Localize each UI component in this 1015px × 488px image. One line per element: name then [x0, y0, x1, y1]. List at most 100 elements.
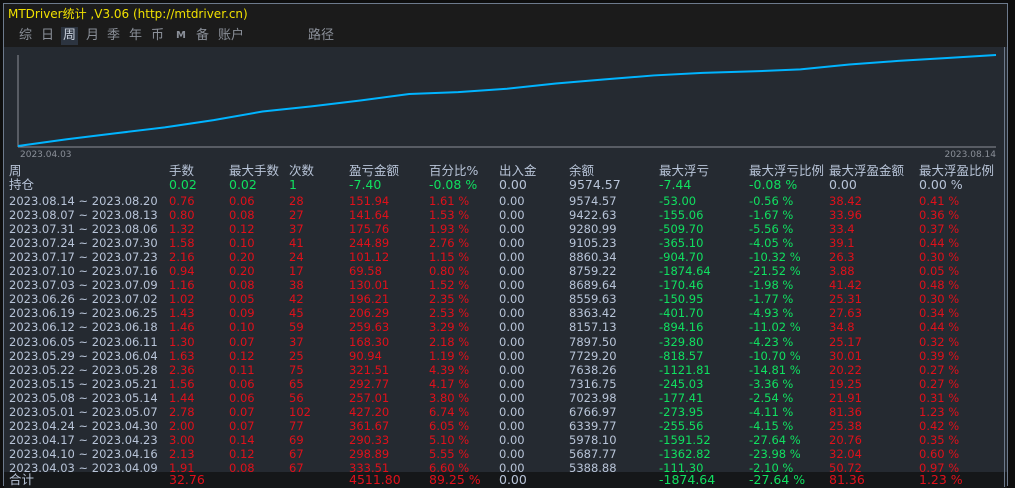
cell-col-0: 周 — [9, 163, 22, 178]
cell-col-3: 37 — [289, 222, 304, 237]
cell-col-6: 0.00 — [499, 177, 527, 192]
cell-col-0: 2023.06.05 ~ 2023.06.11 — [9, 334, 158, 349]
cell-col-1: 1.32 — [169, 222, 195, 237]
table-row: 2023.05.08 ~ 2023.05.14 1.44 0.06 56 257.01 3… — [4, 391, 1007, 405]
cell-col-3: 28 — [289, 194, 304, 208]
cell-col-11: 0.27 % — [919, 376, 960, 391]
table-row: 2023.07.24 ~ 2023.07.30 1.58 0.10 41 244.89 2… — [4, 236, 1007, 250]
tab-8[interactable]: 备 — [196, 28, 210, 43]
table-header: 周 手数 最大手数 次数 盈亏金额 百分比% 出入金 余额 最大浮亏 最大浮亏比例 最大浮盈金额 最大… — [4, 164, 1007, 178]
cell-col-11: 0.44 % — [919, 320, 960, 335]
cell-col-9: -23.98 % — [749, 446, 801, 461]
cell-col-0: 2023.05.29 ~ 2023.06.04 — [9, 348, 158, 363]
cell-col-5: 5.55 % — [429, 446, 470, 461]
tab-2[interactable]: 周 — [61, 27, 79, 45]
cell-col-7: 7023.98 — [569, 390, 617, 405]
cell-col-7: 5687.77 — [569, 446, 617, 461]
cell-col-3: 次数 — [289, 163, 315, 178]
tab-6[interactable]: 币 — [151, 28, 165, 43]
cell-col-7: 7897.50 — [569, 334, 617, 349]
cell-col-2: 0.08 — [229, 460, 255, 475]
stats-window: MTDriver统计 ,V3.06 (http://mtdriver.cn) 综… — [3, 3, 1008, 488]
cell-col-4: 298.89 — [349, 446, 390, 461]
cell-col-6: 0.00 — [499, 278, 525, 293]
cell-col-1: 手数 — [169, 163, 195, 178]
cell-col-5: 2.35 % — [429, 292, 470, 307]
tab-10[interactable]: 路径 — [308, 28, 335, 43]
cell-col-7: 8860.34 — [569, 250, 617, 265]
cell-col-3: 42 — [289, 292, 304, 307]
cell-col-11: 1.23 % — [919, 404, 960, 419]
cell-col-8: -1591.52 — [659, 432, 711, 447]
cell-col-1: 1.30 — [169, 334, 195, 349]
cell-col-1: 0.02 — [169, 177, 197, 192]
cell-col-3: 75 — [289, 362, 304, 377]
cell-col-0: 2023.06.19 ~ 2023.06.25 — [9, 306, 158, 321]
cell-col-4: 206.29 — [349, 306, 390, 321]
cell-col-6: 0.00 — [499, 292, 525, 307]
cell-col-11: 0.32 % — [919, 334, 960, 349]
cell-col-11: 0.05 % — [919, 264, 960, 279]
cell-col-0: 2023.07.03 ~ 2023.07.09 — [9, 278, 158, 293]
cell-col-5: 6.74 % — [429, 404, 470, 419]
cell-col-2: 0.20 — [229, 264, 255, 279]
cell-col-8: -1121.81 — [659, 362, 711, 377]
cell-col-2: 0.14 — [229, 432, 255, 447]
cell-col-2: 0.06 — [229, 390, 255, 405]
cell-col-4: 292.77 — [349, 376, 390, 391]
cell-col-4: 4511.80 — [349, 472, 401, 487]
cell-col-11: 最大浮盈比例 — [919, 163, 995, 178]
cell-col-5: 1.15 % — [429, 250, 470, 265]
cell-col-6: 0.00 — [499, 264, 525, 279]
cell-col-11: 0.48 % — [919, 278, 960, 293]
table-row: 2023.05.22 ~ 2023.05.28 2.36 0.11 75 321.51 4… — [4, 363, 1007, 377]
cell-col-6: 0.00 — [499, 194, 525, 208]
cell-col-9: -4.11 % — [749, 404, 794, 419]
cell-col-7: 6766.97 — [569, 404, 617, 419]
cell-col-3: 1 — [289, 177, 297, 192]
cell-col-11: 0.44 % — [919, 236, 960, 251]
tab-1[interactable]: 日 — [41, 28, 55, 43]
cell-col-1: 1.43 — [169, 306, 195, 321]
cell-col-8: -245.03 — [659, 376, 704, 391]
cell-col-1: 0.76 — [169, 194, 195, 208]
cell-col-10: 20.76 — [829, 432, 862, 447]
cell-col-2: 0.12 — [229, 222, 255, 237]
cell-col-7: 8559.63 — [569, 292, 617, 307]
cell-col-5: 89.25 % — [429, 472, 481, 487]
cell-col-9: -1.67 % — [749, 208, 794, 223]
cell-col-11: 0.37 % — [919, 222, 960, 237]
cell-col-4: 290.33 — [349, 432, 390, 447]
cell-col-3: 45 — [289, 306, 304, 321]
cell-col-7: 7316.75 — [569, 376, 617, 391]
cell-col-7: 8157.13 — [569, 320, 617, 335]
x-start-label: 2023.04.03 — [20, 150, 72, 159]
cell-col-1: 32.76 — [169, 472, 205, 487]
cell-col-11: 0.35 % — [919, 432, 960, 447]
cell-col-10: 25.38 — [829, 418, 862, 433]
cell-col-2: 0.08 — [229, 208, 255, 223]
cell-col-8: -1874.64 — [659, 472, 716, 487]
cell-col-1: 1.02 — [169, 292, 195, 307]
cell-col-9: -2.10 % — [749, 460, 794, 475]
cell-col-11: 0.31 % — [919, 390, 960, 405]
cell-col-6: 0.00 — [499, 472, 527, 487]
cell-col-5: 1.93 % — [429, 222, 470, 237]
cell-col-0: 2023.04.17 ~ 2023.04.23 — [9, 432, 158, 447]
cell-col-7: 余额 — [569, 163, 595, 178]
tab-7[interactable]: M — [176, 30, 186, 41]
tab-3[interactable]: 月 — [86, 28, 100, 43]
tab-0[interactable]: 综 — [19, 28, 33, 43]
cell-col-10: 41.42 — [829, 278, 862, 293]
cell-col-10: 32.04 — [829, 446, 862, 461]
tab-4[interactable]: 季 — [107, 28, 121, 43]
scrollbar[interactable] — [1004, 47, 1007, 487]
cell-col-3: 41 — [289, 236, 304, 251]
table-row: 2023.07.31 ~ 2023.08.06 1.32 0.12 37 175.76 1… — [4, 222, 1007, 236]
tab-9[interactable]: 账户 — [218, 28, 245, 43]
tab-5[interactable]: 年 — [129, 28, 143, 43]
cell-col-5: 2.76 % — [429, 236, 470, 251]
table-row: 2023.07.17 ~ 2023.07.23 2.16 0.20 24 101.12 1… — [4, 250, 1007, 264]
cell-col-11: 0.39 % — [919, 348, 960, 363]
table-row: 2023.06.12 ~ 2023.06.18 1.46 0.10 59 259.63 3… — [4, 320, 1007, 334]
